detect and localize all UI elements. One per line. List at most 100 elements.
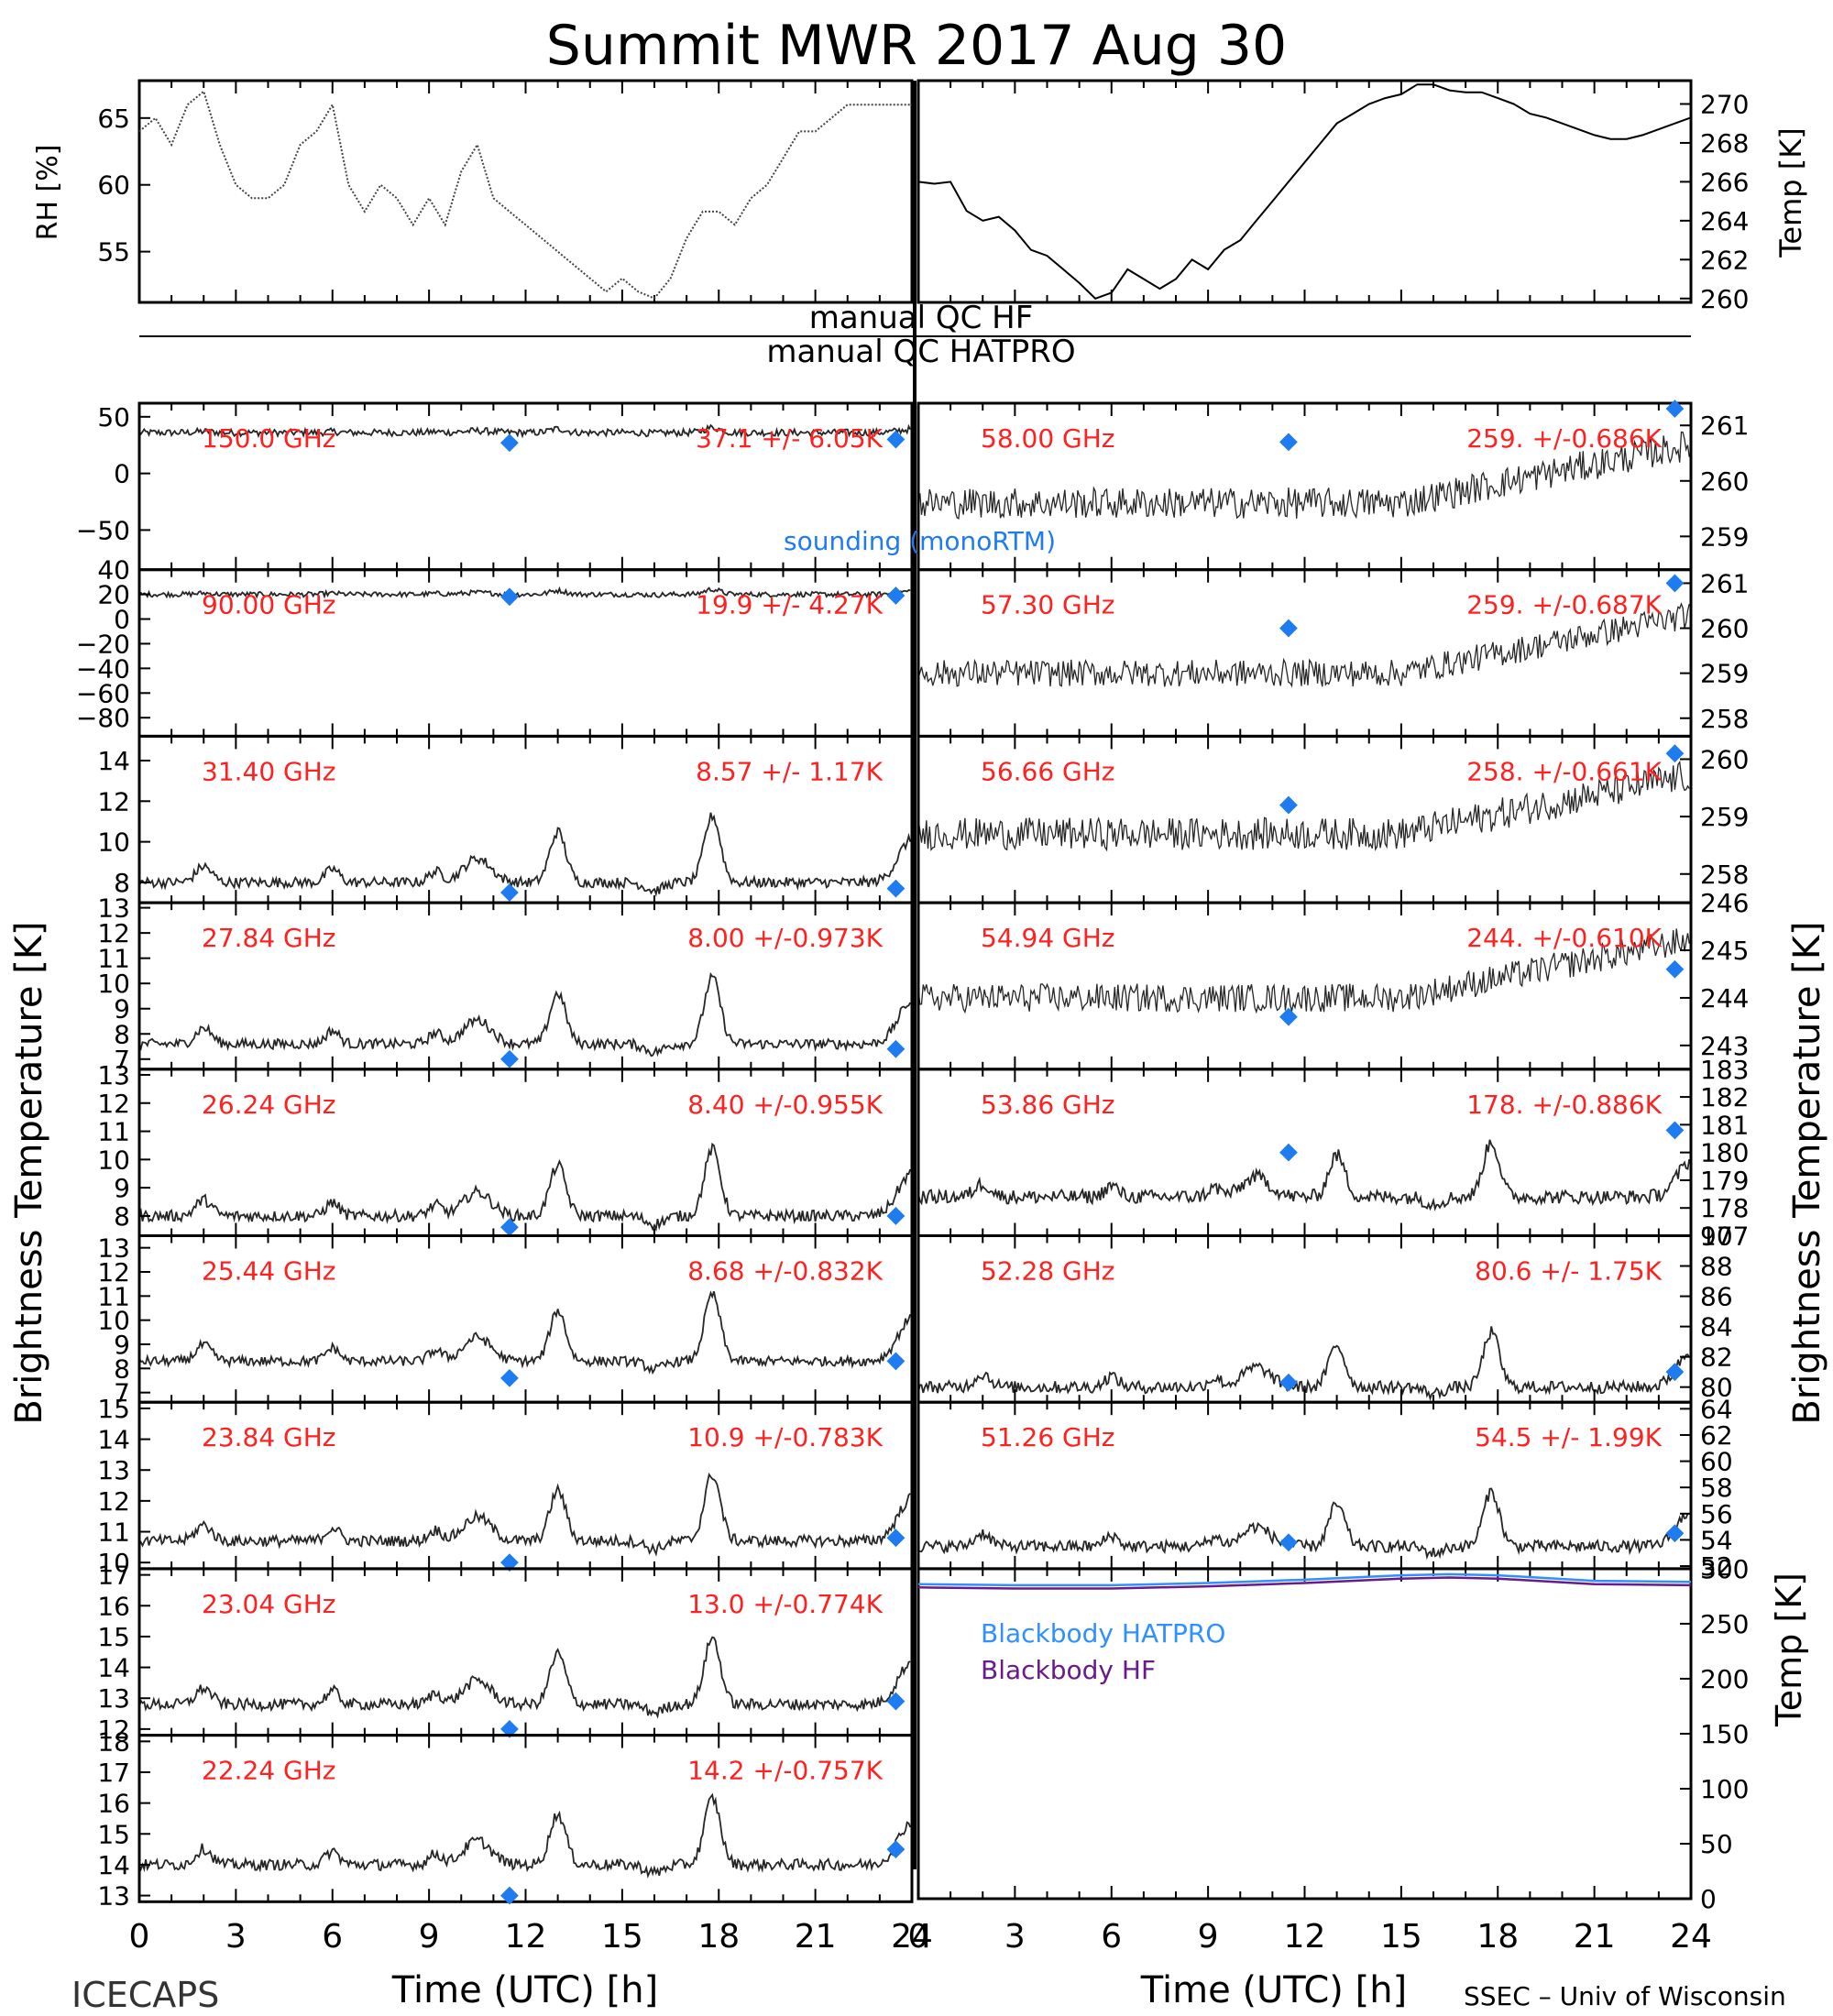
- stats-label: 244. +/-0.610K: [1466, 923, 1662, 953]
- sounding-marker: [500, 1368, 519, 1387]
- y-tick-label: 260: [1700, 466, 1749, 497]
- sounding-marker: [1665, 959, 1685, 979]
- bb-panel: 0 50 100 150 200 250 300 Blackbody HATPRO Blackb…: [916, 1554, 1809, 1914]
- y-tick-label: 12: [97, 918, 130, 948]
- y-tick-label: 259: [1700, 659, 1749, 689]
- freq-label: 58.00 GHz: [981, 423, 1115, 454]
- sounding-marker: [1665, 1363, 1685, 1382]
- bb-axis-label: Temp [K]: [1769, 1572, 1809, 1727]
- y-tick-label: 300: [1700, 1554, 1749, 1584]
- y-tick-label: 150: [1700, 1719, 1749, 1749]
- freq-label: 54.94 GHz: [981, 923, 1115, 953]
- stats-label: 178. +/-0.886K: [1466, 1090, 1662, 1120]
- stats-label: 259. +/-0.687K: [1466, 590, 1662, 620]
- freq-label: 23.84 GHz: [202, 1422, 336, 1452]
- y-tick-label: 18: [97, 1726, 130, 1757]
- y-tick-label: 9: [114, 1173, 130, 1203]
- footer-left: ICECAPS: [71, 1975, 219, 2015]
- y-tick-label: 0: [114, 605, 130, 635]
- y-label-right: Brightness Temperature [K]: [1786, 921, 1828, 1424]
- trace-line: [138, 812, 912, 897]
- rh-panel: 55 60 65 RH [%]: [32, 79, 914, 304]
- sounding-marker: [1665, 744, 1685, 763]
- sounding-marker: [886, 1528, 906, 1548]
- x-tick-label-left: 12: [505, 1918, 547, 1956]
- freq-label: 90.00 GHz: [202, 590, 336, 620]
- chart-title: Summit MWR 2017 Aug 30: [546, 14, 1287, 78]
- x-tick-label-right: 3: [1004, 1918, 1026, 1956]
- sounding-marker: [1665, 1121, 1685, 1140]
- y-tick-label: 7: [114, 1045, 130, 1075]
- y-tick-label: 60: [1700, 1447, 1733, 1477]
- temp-axis-label: Temp [K]: [1773, 127, 1808, 257]
- bb-line-hf: [917, 1576, 1692, 1590]
- sounding-marker: [500, 1049, 519, 1068]
- x-tick-label-left: 24: [891, 1918, 933, 1956]
- trace-line: [917, 1139, 1691, 1211]
- panel-5666GHz: 258 259 260 56.66 GHz 258. +/-0.661K: [916, 734, 1749, 904]
- y-tick-label: 8: [114, 868, 130, 898]
- stats-label: 8.57 +/- 1.17K: [696, 756, 883, 786]
- y-tick-label: 261: [1700, 568, 1749, 598]
- x-tick-label-left: 15: [601, 1918, 643, 1956]
- y-tick-label: 12: [97, 786, 130, 816]
- right-panels: 259 260 261 58.00 GHz 259. +/-0.686K 258 259 26…: [916, 400, 1749, 1582]
- y-tick-label: −20: [76, 629, 130, 659]
- y-tick-label: 11: [97, 1281, 130, 1311]
- y-tick-label: 10: [97, 969, 130, 999]
- freq-label: 23.04 GHz: [202, 1589, 336, 1619]
- trace-line: [138, 423, 912, 439]
- trace-line: [917, 928, 1690, 1014]
- panel-5800GHz: 259 260 261 58.00 GHz 259. +/-0.686K: [916, 400, 1749, 572]
- y-tick-label: 13: [97, 1881, 130, 1912]
- stats-label: 10.9 +/-0.783K: [687, 1422, 883, 1452]
- y-tick-label: 13: [97, 1060, 130, 1090]
- y-tick-label: 270: [1700, 89, 1749, 119]
- sounding-marker: [1279, 619, 1298, 638]
- stats-label: 37.1 +/- 6.05K: [696, 423, 883, 454]
- y-tick-label: 0: [1700, 1884, 1717, 1914]
- rh-line: [138, 89, 912, 300]
- y-tick-label: 260: [1700, 744, 1749, 774]
- y-tick-label: 259: [1700, 802, 1749, 832]
- freq-label: 51.26 GHz: [981, 1422, 1115, 1452]
- sounding-marker: [1279, 433, 1298, 452]
- y-tick-label: 250: [1700, 1609, 1749, 1639]
- sounding-marker: [1279, 1007, 1298, 1026]
- y-tick-label: 62: [1700, 1420, 1733, 1451]
- sounding-marker: [1279, 1143, 1298, 1162]
- stats-label: 259. +/-0.686K: [1466, 423, 1662, 454]
- y-tick-label: 65: [97, 104, 130, 134]
- sounding-marker: [500, 433, 519, 453]
- y-tick-label: −80: [76, 703, 130, 733]
- trace-line: [138, 586, 911, 599]
- x-tick-label-right: 6: [1101, 1918, 1122, 1956]
- x-tick-label-right: 12: [1284, 1918, 1326, 1956]
- trace-line: [138, 1636, 911, 1719]
- y-tick-label: 10: [97, 1306, 130, 1336]
- trace-line: [917, 602, 1690, 688]
- y-tick-label: 10: [97, 1548, 130, 1578]
- x-tick-label-left: 3: [225, 1918, 247, 1956]
- panel-5730GHz: 258 259 260 261 57.30 GHz 259. +/-0.687K: [916, 568, 1749, 738]
- freq-label: 26.24 GHz: [202, 1090, 336, 1120]
- y-tick-label: 64: [1700, 1394, 1733, 1424]
- y-tick-label: 60: [97, 170, 130, 201]
- y-tick-label: 15: [97, 1622, 130, 1652]
- y-tick-label: 258: [1700, 860, 1749, 890]
- y-tick-label: −40: [76, 653, 130, 684]
- y-tick-label: 8: [114, 1019, 130, 1049]
- y-tick-label: 13: [97, 1455, 130, 1485]
- y-tick-label: 243: [1700, 1031, 1749, 1061]
- x-tick-label-left: 6: [322, 1918, 343, 1956]
- y-tick-label: 8: [114, 1201, 130, 1232]
- y-tick-label: 17: [97, 1758, 130, 1788]
- y-tick-label: −60: [76, 678, 130, 708]
- sounding-marker: [500, 883, 519, 902]
- sounding-marker: [500, 1553, 519, 1572]
- stats-label: 8.40 +/-0.955K: [687, 1090, 883, 1120]
- y-tick-label: 261: [1700, 411, 1749, 441]
- x-tick-label-right: 21: [1574, 1918, 1616, 1956]
